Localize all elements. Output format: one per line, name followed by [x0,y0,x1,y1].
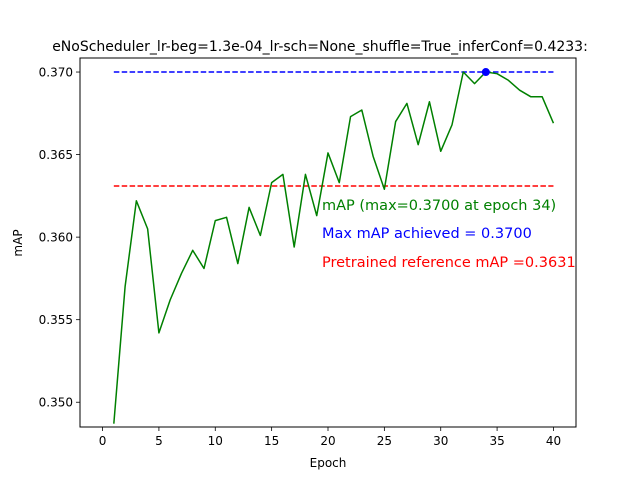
y-axis-ticks: 0.350 0.355 0.360 0.365 0.370 [39,66,80,410]
series-line-0 [113,71,555,424]
x-tick-label: 5 [155,434,163,448]
annotation-0: mAP (max=0.3700 at epoch 34) [322,198,556,214]
y-tick-label: 0.350 [39,396,73,410]
x-tick-label: 15 [264,434,279,448]
max-point [481,68,490,77]
y-tick-label: 0.355 [39,313,73,327]
x-axis-ticks: 0 5 10 15 20 25 30 35 40 [99,427,561,448]
x-tick-label: 35 [489,434,504,448]
x-tick-label: 40 [546,434,561,448]
annotations: mAP (max=0.3700 at epoch 34) Max mAP achi… [322,198,576,271]
x-axis-label: Epoch [310,456,347,470]
plot-frame [79,57,577,428]
y-tick-label: 0.365 [39,148,73,162]
x-tick-label: 30 [433,434,448,448]
x-tick-label: 0 [99,434,107,448]
reference-lines [113,71,554,187]
series-group [113,71,555,424]
points-group [481,68,490,77]
chart-title: eNoScheduler_lr-beg=1.3e-04_lr-sch=None_… [52,39,588,55]
y-axis-label: mAP [11,229,25,256]
annotation-1: Max mAP achieved = 0.3700 [322,226,532,242]
annotation-2: Pretrained reference mAP =0.3631 [322,255,576,271]
x-tick-label: 25 [377,434,392,448]
y-tick-label: 0.370 [39,66,73,80]
x-tick-label: 20 [320,434,335,448]
x-tick-label: 10 [208,434,223,448]
y-tick-label: 0.360 [39,231,73,245]
